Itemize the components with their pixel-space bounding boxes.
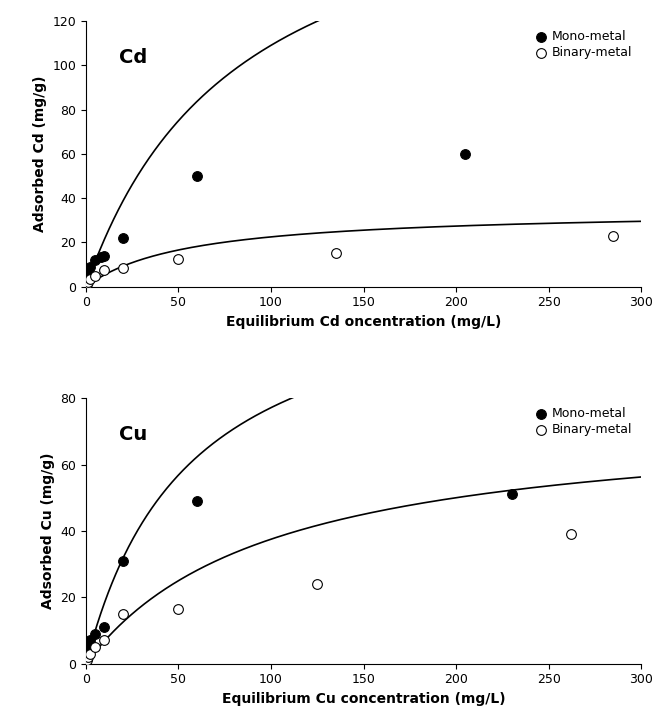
Text: Cd: Cd — [119, 48, 147, 67]
Mono-metal — [81, 648, 92, 659]
Binary-metal — [85, 648, 95, 659]
Mono-metal — [95, 251, 106, 263]
Mono-metal — [81, 273, 92, 285]
Binary-metal — [566, 529, 576, 540]
Binary-metal — [90, 270, 100, 281]
Binary-metal — [83, 652, 93, 663]
Mono-metal — [192, 496, 202, 507]
Y-axis label: Adsorbed Cd (mg/g): Adsorbed Cd (mg/g) — [33, 76, 47, 232]
Y-axis label: Adsorbed Cu (mg/g): Adsorbed Cu (mg/g) — [41, 453, 55, 609]
Binary-metal — [83, 277, 93, 288]
Mono-metal — [99, 250, 110, 261]
Legend: Mono-metal, Binary-metal: Mono-metal, Binary-metal — [532, 405, 635, 438]
Binary-metal — [118, 608, 128, 619]
Mono-metal — [90, 628, 100, 640]
Text: Cu: Cu — [119, 425, 147, 443]
Mono-metal — [83, 641, 93, 652]
Mono-metal — [83, 268, 93, 279]
Binary-metal — [173, 253, 184, 265]
Binary-metal — [85, 273, 95, 285]
Legend: Mono-metal, Binary-metal: Mono-metal, Binary-metal — [532, 28, 635, 61]
Mono-metal — [192, 170, 202, 181]
Binary-metal — [173, 603, 184, 614]
Mono-metal — [85, 261, 95, 273]
Binary-metal — [330, 248, 341, 259]
Binary-metal — [90, 641, 100, 652]
Mono-metal — [85, 635, 95, 646]
X-axis label: Equilibrium Cu concentration (mg/L): Equilibrium Cu concentration (mg/L) — [221, 692, 506, 706]
Mono-metal — [99, 621, 110, 633]
Binary-metal — [99, 265, 110, 276]
Binary-metal — [608, 230, 619, 241]
Binary-metal — [81, 279, 92, 290]
Mono-metal — [118, 555, 128, 566]
Binary-metal — [312, 578, 323, 590]
Binary-metal — [118, 262, 128, 273]
X-axis label: Equilibrium Cd oncentration (mg/L): Equilibrium Cd oncentration (mg/L) — [226, 315, 501, 329]
Mono-metal — [118, 232, 128, 244]
Mono-metal — [506, 489, 517, 500]
Mono-metal — [90, 254, 100, 265]
Mono-metal — [460, 148, 471, 160]
Binary-metal — [99, 635, 110, 646]
Binary-metal — [81, 654, 92, 666]
